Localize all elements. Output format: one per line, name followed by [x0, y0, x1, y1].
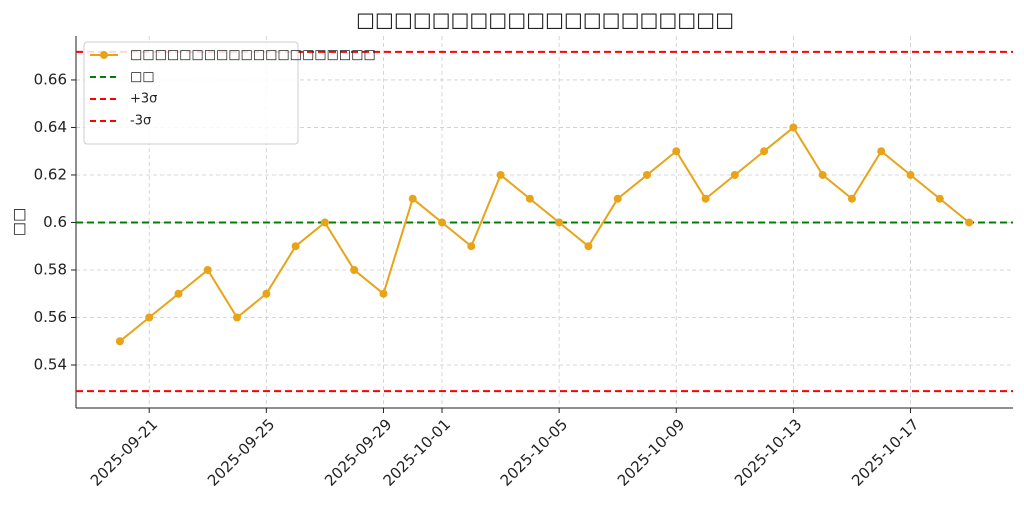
y-tick-label: 0.6 [43, 213, 67, 231]
y-axis-label: □□ [10, 208, 28, 236]
data-point [701, 194, 710, 203]
legend-box [83, 41, 299, 145]
data-point [906, 170, 915, 179]
legend-marker [100, 51, 108, 59]
data-point [262, 289, 271, 298]
data-point [350, 265, 359, 274]
data-point [467, 242, 476, 251]
data-point [642, 170, 651, 179]
data-point [847, 194, 856, 203]
data-point [525, 194, 534, 203]
data-point [408, 194, 417, 203]
data-point [935, 194, 944, 203]
data-point [760, 147, 769, 156]
data-line [119, 125, 970, 343]
data-point [672, 147, 681, 156]
y-tick-label: 0.58 [34, 260, 67, 278]
data-point [818, 170, 827, 179]
data-point [145, 313, 154, 322]
chart-title: □□□□□□□□□□□□□□□□□□□□ [356, 8, 734, 32]
data-point [291, 242, 300, 251]
y-tick-label: 0.56 [34, 308, 67, 326]
legend-label: □□ [130, 70, 155, 85]
legend-label: -3σ [130, 114, 151, 129]
data-point [789, 123, 798, 132]
data-point [613, 194, 622, 203]
data-point [233, 313, 242, 322]
data-point [320, 218, 329, 227]
y-tick-label: 0.62 [34, 165, 67, 183]
legend-label: +3σ [130, 92, 157, 107]
data-point [877, 147, 886, 156]
data-point [965, 218, 974, 227]
data-point [584, 242, 593, 251]
y-tick-label: 0.64 [34, 118, 67, 136]
data-point [379, 289, 388, 298]
data-point [730, 170, 739, 179]
data-point [203, 265, 212, 274]
legend-label: □□□□□□□□□□□□□□□□□□□□ [130, 48, 376, 63]
data-point [438, 218, 447, 227]
data-point [555, 218, 564, 227]
data-point [174, 289, 183, 298]
y-tick-label: 0.54 [34, 356, 67, 374]
legend: □□□□□□□□□□□□□□□□□□□□□□+3σ-3σ [83, 41, 376, 145]
data-point [115, 337, 124, 346]
y-tick-label: 0.66 [34, 70, 67, 88]
data-point [496, 170, 505, 179]
